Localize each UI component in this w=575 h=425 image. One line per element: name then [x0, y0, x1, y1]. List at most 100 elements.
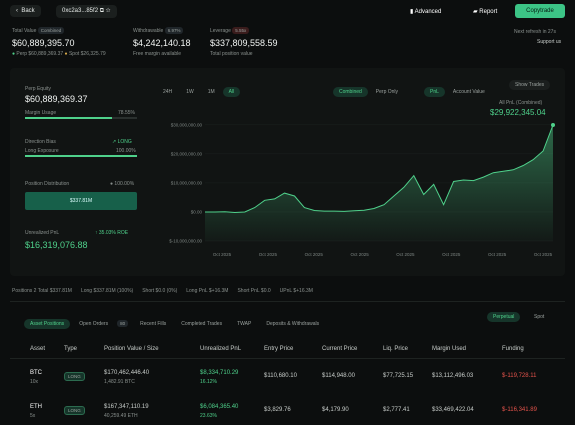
- x-tick-label: Oct 2025: [396, 252, 415, 257]
- chart-headline: $29,922,345.04: [490, 108, 546, 117]
- tab[interactable]: TWAP: [237, 321, 252, 327]
- address-text: 0xc2a3...85f2: [62, 8, 99, 14]
- upnl: $16,319,076.88: [25, 240, 88, 250]
- chart-title: All PnL (Combined): [499, 100, 543, 106]
- tab[interactable]: PnL: [424, 87, 445, 97]
- metric-tabs: PnL Account Value: [424, 80, 493, 98]
- margin-usage: 78.55%: [118, 110, 135, 116]
- column-header: Current Price: [322, 346, 358, 352]
- tab[interactable]: Asset Positions: [24, 319, 71, 329]
- position-size: 40,259.49 ETH: [104, 413, 138, 419]
- direction-label: Direction Bias: [25, 139, 56, 145]
- distribution-pct: ● 100.00%: [110, 181, 135, 187]
- label: Withdrawable: [133, 28, 164, 34]
- stat: Positions 2 Total $337.81M: [12, 288, 72, 294]
- pnl-line: [205, 124, 554, 214]
- upnl-roe: ↑ 35.03% ROE: [95, 230, 129, 236]
- y-tick-label: $10,000,000.00: [171, 180, 203, 185]
- back-label: Back: [21, 8, 35, 14]
- perpetual-tab[interactable]: Perpetual: [487, 312, 521, 322]
- upnl: $8,334,710.29: [200, 370, 239, 376]
- advanced-button[interactable]: ▮ Advanced: [410, 9, 442, 15]
- long-exposure-label: Long Exposure: [25, 148, 59, 154]
- x-tick-label: Oct 2025: [259, 252, 278, 257]
- price: $2,777.41: [383, 407, 410, 413]
- report-button[interactable]: ▰ Report: [473, 9, 498, 15]
- perp: Perp $60,889,369.37: [16, 51, 64, 57]
- back-button[interactable]: ‹ Back: [10, 5, 41, 17]
- column-header: Type: [64, 346, 78, 352]
- tab[interactable]: Account Value: [452, 89, 485, 95]
- pnl-chart: $-10,000,000.00 $0.00 $10,000,000.00 $20,00…: [169, 122, 555, 257]
- column-header: Entry Price: [264, 346, 294, 352]
- tab[interactable]: 1W: [186, 89, 194, 95]
- stats-strip: Positions 2 Total $337.81M Long $337.81M …: [12, 288, 322, 294]
- address[interactable]: 0xc2a3...85f2 ⧉ ☆: [56, 5, 117, 18]
- report-label: Report: [479, 9, 498, 15]
- tag: Combined: [37, 27, 65, 34]
- long-exposure: 100.00%: [116, 148, 136, 154]
- funding: $-119,728.11: [502, 373, 537, 379]
- stat: UPnL $+16.3M: [279, 288, 313, 294]
- tab[interactable]: Combined: [333, 87, 368, 97]
- perp-equity: $60,889,369.37: [25, 94, 88, 104]
- label: Total Value: [12, 28, 37, 34]
- support-link[interactable]: Support us: [537, 39, 562, 45]
- tab[interactable]: Recent Fills: [140, 321, 167, 327]
- spot: Spot $26,325.79: [68, 51, 106, 57]
- margin-track: [25, 117, 137, 119]
- leverage: 5x: [30, 413, 36, 419]
- total-value: $60,889,395.70: [12, 38, 75, 48]
- x-tick-label: Oct 2025: [213, 252, 232, 257]
- upnl-label: Unrealized PnL: [25, 230, 60, 236]
- pct: 100.00%: [114, 181, 135, 187]
- positions-table: Asset Type Position Value / Size Unrealized…: [0, 340, 575, 425]
- price: $77,725.15: [383, 373, 414, 379]
- spot-tab[interactable]: Spot: [534, 314, 545, 320]
- type: LONG: [64, 372, 85, 381]
- total-value-label: Total Value Combined: [12, 27, 65, 34]
- asset: BTC: [30, 370, 42, 376]
- type: LONG: [64, 406, 85, 415]
- column-header: Asset: [30, 346, 46, 352]
- leverage-sub: Total position value: [210, 51, 253, 57]
- advanced-label: Advanced: [414, 9, 442, 15]
- tab[interactable]: Completed Trades: [181, 321, 223, 327]
- withdrawable-value: $4,242,140.18: [133, 38, 191, 48]
- direction: ↗ LONG: [112, 139, 132, 145]
- tag: 6.97%: [164, 27, 184, 34]
- price: $110,680.10: [264, 373, 297, 379]
- x-tick-label: Oct 2025: [442, 252, 461, 257]
- stat: Short PnL $0.0: [237, 288, 271, 294]
- tab[interactable]: Deposits & Withdrawals: [266, 321, 320, 327]
- position-size: 1,482.91 BTC: [104, 379, 135, 385]
- tab[interactable]: Perp Only: [375, 89, 399, 95]
- header-divider: [10, 358, 565, 359]
- roe: 35.03% ROE: [98, 230, 129, 236]
- margin-fill: [25, 117, 113, 119]
- tab[interactable]: All: [222, 87, 241, 97]
- y-tick-label: $-10,000,000.00: [169, 239, 202, 244]
- show-trades[interactable]: Show Trades: [509, 80, 551, 90]
- asset: ETH: [30, 404, 42, 410]
- distribution-label: Position Distribution: [25, 181, 70, 187]
- position-value: $167,347,110.19: [104, 404, 149, 410]
- stat: Long PnL $+16.3M: [186, 288, 229, 294]
- badge: 80: [117, 320, 129, 327]
- distribution-bar: $337.81M: [25, 192, 137, 210]
- tab[interactable]: Open Orders: [79, 321, 109, 327]
- leverage-value: $337,809,558.59: [210, 38, 278, 48]
- leverage: 10x: [30, 379, 39, 385]
- column-header: Liq. Price: [383, 346, 409, 352]
- tab[interactable]: 24H: [163, 89, 173, 95]
- column-header: Margin Used: [432, 346, 467, 352]
- stat: Long $337.81M (100%): [80, 288, 134, 294]
- copytrade-button[interactable]: Copytrade: [515, 4, 565, 18]
- position-value: $170,462,446.40: [104, 370, 150, 376]
- exposure-bar: [25, 155, 137, 157]
- y-tick-label: $30,000,000.00: [171, 122, 203, 127]
- tab[interactable]: 1M: [207, 89, 215, 95]
- upnl-pct: 23.63%: [200, 413, 217, 419]
- price: $13,112,496.03: [432, 373, 474, 379]
